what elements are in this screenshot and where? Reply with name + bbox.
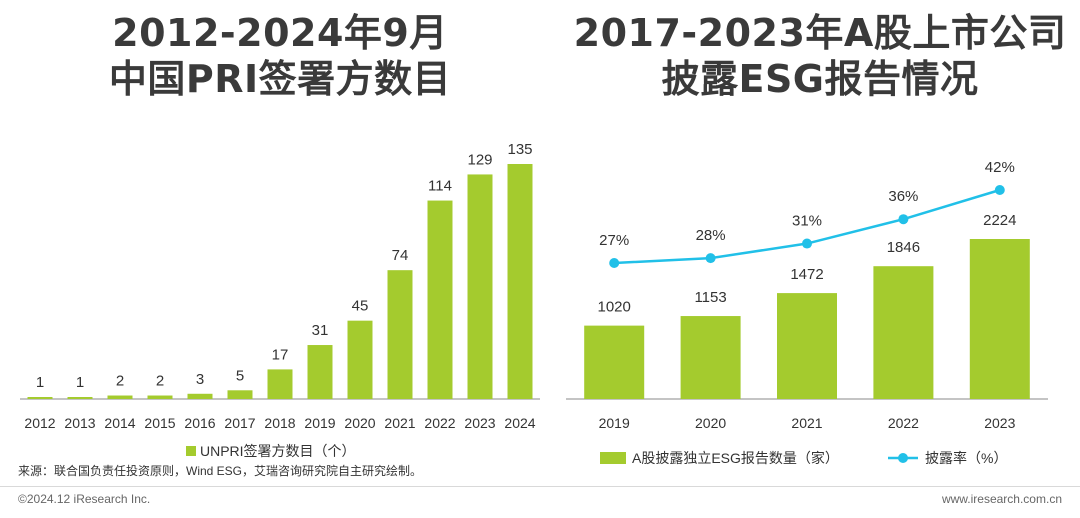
- right-bar-label-2022: 1846: [887, 239, 920, 256]
- right-tick-label-2021: 2021: [791, 415, 822, 431]
- right-bar-label-2023: 2224: [983, 212, 1016, 229]
- left-data-label-2019: 31: [312, 322, 329, 339]
- right-legend-line-marker: [898, 453, 908, 463]
- left-data-label-2017: 5: [236, 367, 244, 384]
- left-legend-swatch: [186, 446, 196, 456]
- left-data-label-2016: 3: [196, 371, 204, 388]
- left-bar-2018: [267, 369, 293, 399]
- left-title-line1: 2012-2024年9月: [112, 11, 448, 55]
- right-legend-bar-swatch: [600, 452, 626, 464]
- left-data-label-2014: 2: [116, 373, 124, 390]
- left-tick-label-2015: 2015: [144, 415, 175, 431]
- left-tick-label-2014: 2014: [104, 415, 135, 431]
- right-bar-2019: [584, 325, 645, 399]
- left-tick-label-2023: 2023: [464, 415, 495, 431]
- left-bar-2019: [307, 345, 333, 399]
- left-tick-label-2018: 2018: [264, 415, 295, 431]
- right-bar-label-2019: 1020: [598, 299, 631, 316]
- right-rate-point-2021: [802, 238, 812, 249]
- right-tick-label-2020: 2020: [695, 415, 726, 431]
- right-bar-label-2021: 1472: [790, 266, 823, 283]
- left-tick-label-2013: 2013: [64, 415, 95, 431]
- left-tick-label-2021: 2021: [384, 415, 415, 431]
- right-legend-line-label: 披露率（%）: [925, 450, 1007, 466]
- left-tick-label-2016: 2016: [184, 415, 215, 431]
- left-bar-2012: [27, 397, 53, 399]
- right-tick-label-2023: 2023: [984, 415, 1015, 431]
- left-bar-2020: [347, 320, 373, 399]
- left-data-label-2012: 1: [36, 374, 44, 391]
- right-bar-label-2020: 1153: [694, 289, 726, 306]
- right-tick-label-2022: 2022: [888, 415, 919, 431]
- right-rate-label-2021: 31%: [792, 213, 822, 230]
- right-rate-label-2019: 27%: [599, 232, 629, 249]
- left-bar-2016: [187, 393, 213, 399]
- left-data-label-2024: 135: [507, 141, 532, 158]
- left-legend-label: UNPRI签署方数目（个）: [200, 443, 356, 459]
- right-title-line1: 2017-2023年A股上市公司: [573, 11, 1067, 55]
- right-rate-label-2023: 42%: [985, 159, 1015, 176]
- right-rate-label-2022: 36%: [888, 188, 918, 205]
- right-title-line2: 披露ESG报告情况: [661, 57, 979, 101]
- right-bar-2023: [969, 239, 1030, 399]
- right-legend-bar-label: A股披露独立ESG报告数量（家）: [632, 450, 839, 466]
- right-chart-title: 2017-2023年A股上市公司 披露ESG报告情况: [560, 10, 1080, 102]
- left-tick-label-2020: 2020: [344, 415, 375, 431]
- right-bar-2020: [680, 316, 741, 399]
- left-tick-label-2012: 2012: [24, 415, 55, 431]
- left-bar-2017: [227, 390, 253, 399]
- left-tick-label-2024: 2024: [504, 415, 535, 431]
- left-bar-2021: [387, 270, 413, 399]
- source-note: 来源：联合国负责任投资原则，Wind ESG，艾瑞咨询研究院自主研究绘制。: [18, 464, 423, 478]
- right-rate-point-2023: [994, 185, 1005, 195]
- left-bar-2024: [507, 164, 533, 399]
- left-chart-title: 2012-2024年9月 中国PRI签署方数目: [0, 10, 560, 102]
- left-data-label-2022: 114: [428, 178, 452, 195]
- left-tick-label-2017: 2017: [224, 415, 255, 431]
- right-rate-point-2020: [705, 253, 716, 264]
- right-bar-2021: [777, 293, 837, 399]
- left-data-label-2023: 129: [467, 151, 492, 168]
- left-data-label-2020: 45: [352, 298, 369, 315]
- left-data-label-2013: 1: [76, 374, 84, 391]
- left-data-label-2021: 74: [392, 247, 409, 264]
- left-tick-label-2022: 2022: [424, 415, 455, 431]
- right-rate-point-2022: [898, 214, 909, 225]
- left-title-line2: 中国PRI签署方数目: [108, 57, 452, 101]
- left-data-label-2018: 17: [272, 346, 289, 363]
- right-bar-2022: [873, 266, 934, 399]
- left-bar-2023: [467, 174, 493, 399]
- left-tick-label-2019: 2019: [304, 415, 335, 431]
- left-bar-2022: [427, 200, 453, 399]
- right-rate-point-2019: [609, 258, 620, 268]
- footer-divider: [0, 486, 1080, 487]
- left-data-label-2015: 2: [156, 373, 164, 390]
- website-link[interactable]: www.iresearch.com.cn: [941, 492, 1062, 506]
- right-rate-label-2020: 28%: [696, 227, 726, 244]
- left-bar-2014: [107, 395, 133, 399]
- left-bar-2015: [147, 395, 173, 399]
- left-bar-2013: [67, 397, 93, 399]
- copyright: ©2024.12 iResearch Inc.: [18, 492, 151, 506]
- right-tick-label-2019: 2019: [599, 415, 630, 431]
